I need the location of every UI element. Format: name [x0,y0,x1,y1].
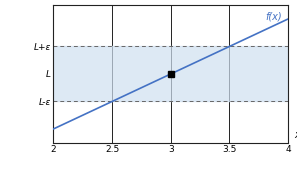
Text: x: x [294,130,297,140]
Text: f(x): f(x) [266,11,282,21]
Polygon shape [53,46,288,101]
